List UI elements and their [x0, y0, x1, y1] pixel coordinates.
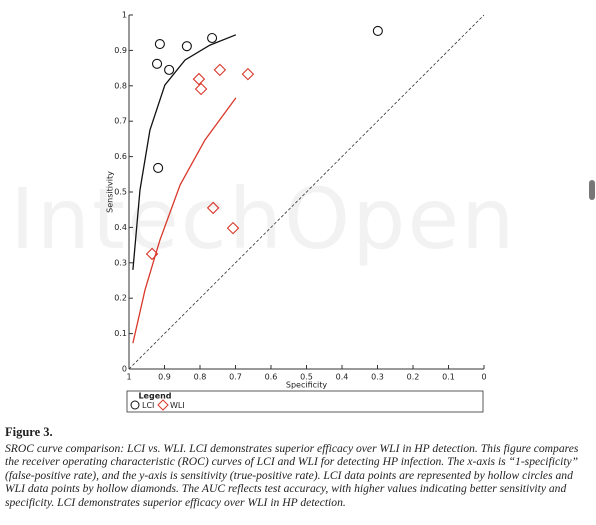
y-tick-label: 0.2	[114, 294, 127, 303]
y-tick-label: 0.7	[114, 117, 127, 126]
data-point	[153, 162, 164, 173]
sroc-curve	[132, 97, 237, 344]
x-tick-label: 0.2	[407, 373, 420, 382]
x-axis-title: Specificity	[286, 381, 327, 390]
data-point	[207, 32, 218, 44]
watermark: IntechOpen	[10, 170, 517, 268]
data-point	[213, 63, 227, 77]
data-point	[154, 38, 165, 50]
y-axis-title: Sensitivity	[106, 171, 115, 213]
y-tick-label: 0.1	[114, 329, 127, 338]
x-tick-label: 0.7	[229, 373, 242, 382]
data-point	[181, 41, 192, 52]
data-point	[372, 25, 383, 36]
legend-marker	[157, 399, 169, 411]
y-tick-label: 1	[122, 11, 127, 20]
legend-title: Legend	[138, 392, 171, 401]
legend-label: LCI	[142, 401, 154, 410]
data-point	[241, 67, 255, 81]
x-tick-label: 1	[126, 373, 131, 382]
x-tick-label: 0.8	[194, 373, 207, 382]
chart: 0 0.1 0.2 0.3 0.4 0.5 0.6 0.7 0.8 0.9 1 1 0.9 0.8 0.7 0…	[106, 11, 487, 413]
x-tick-label: 0	[481, 373, 486, 382]
caption: Figure 3. SROC curve comparison: LCI vs.…	[5, 425, 593, 509]
x-tick-label: 0.4	[336, 373, 349, 382]
data-point	[194, 82, 208, 96]
y-tick-label: 0.6	[114, 152, 127, 161]
x-tick-label: 0.9	[158, 373, 171, 382]
data-point	[151, 58, 163, 69]
data-point	[226, 221, 240, 235]
x-tick-label: 0.1	[442, 373, 455, 382]
legend-label: WLI	[170, 401, 185, 410]
x-tick-label: 0.3	[371, 373, 384, 382]
y-tick-label: 0.9	[114, 46, 127, 55]
y-tick-label: 0.3	[114, 258, 127, 267]
figure-label: Figure 3.	[5, 425, 53, 439]
x-tick-label: 0.5	[300, 373, 313, 382]
data-point	[164, 64, 175, 75]
data-point	[206, 201, 220, 215]
data-point	[192, 72, 206, 86]
y-tick-label: 0.4	[114, 223, 127, 232]
sroc-curve	[132, 34, 237, 270]
y-tick-label: 0	[122, 365, 127, 374]
scrollbar[interactable]	[589, 180, 595, 200]
y-tick-label: 0.5	[114, 188, 127, 197]
data-point	[145, 247, 159, 261]
legend-marker	[130, 400, 140, 410]
x-tick-label: 0.6	[265, 373, 278, 382]
legend-box	[126, 390, 484, 413]
y-tick-label: 0.8	[114, 81, 127, 90]
reference-line	[128, 14, 485, 370]
figure-caption: SROC curve comparison: LCI vs. WLI. LCI …	[5, 442, 579, 509]
